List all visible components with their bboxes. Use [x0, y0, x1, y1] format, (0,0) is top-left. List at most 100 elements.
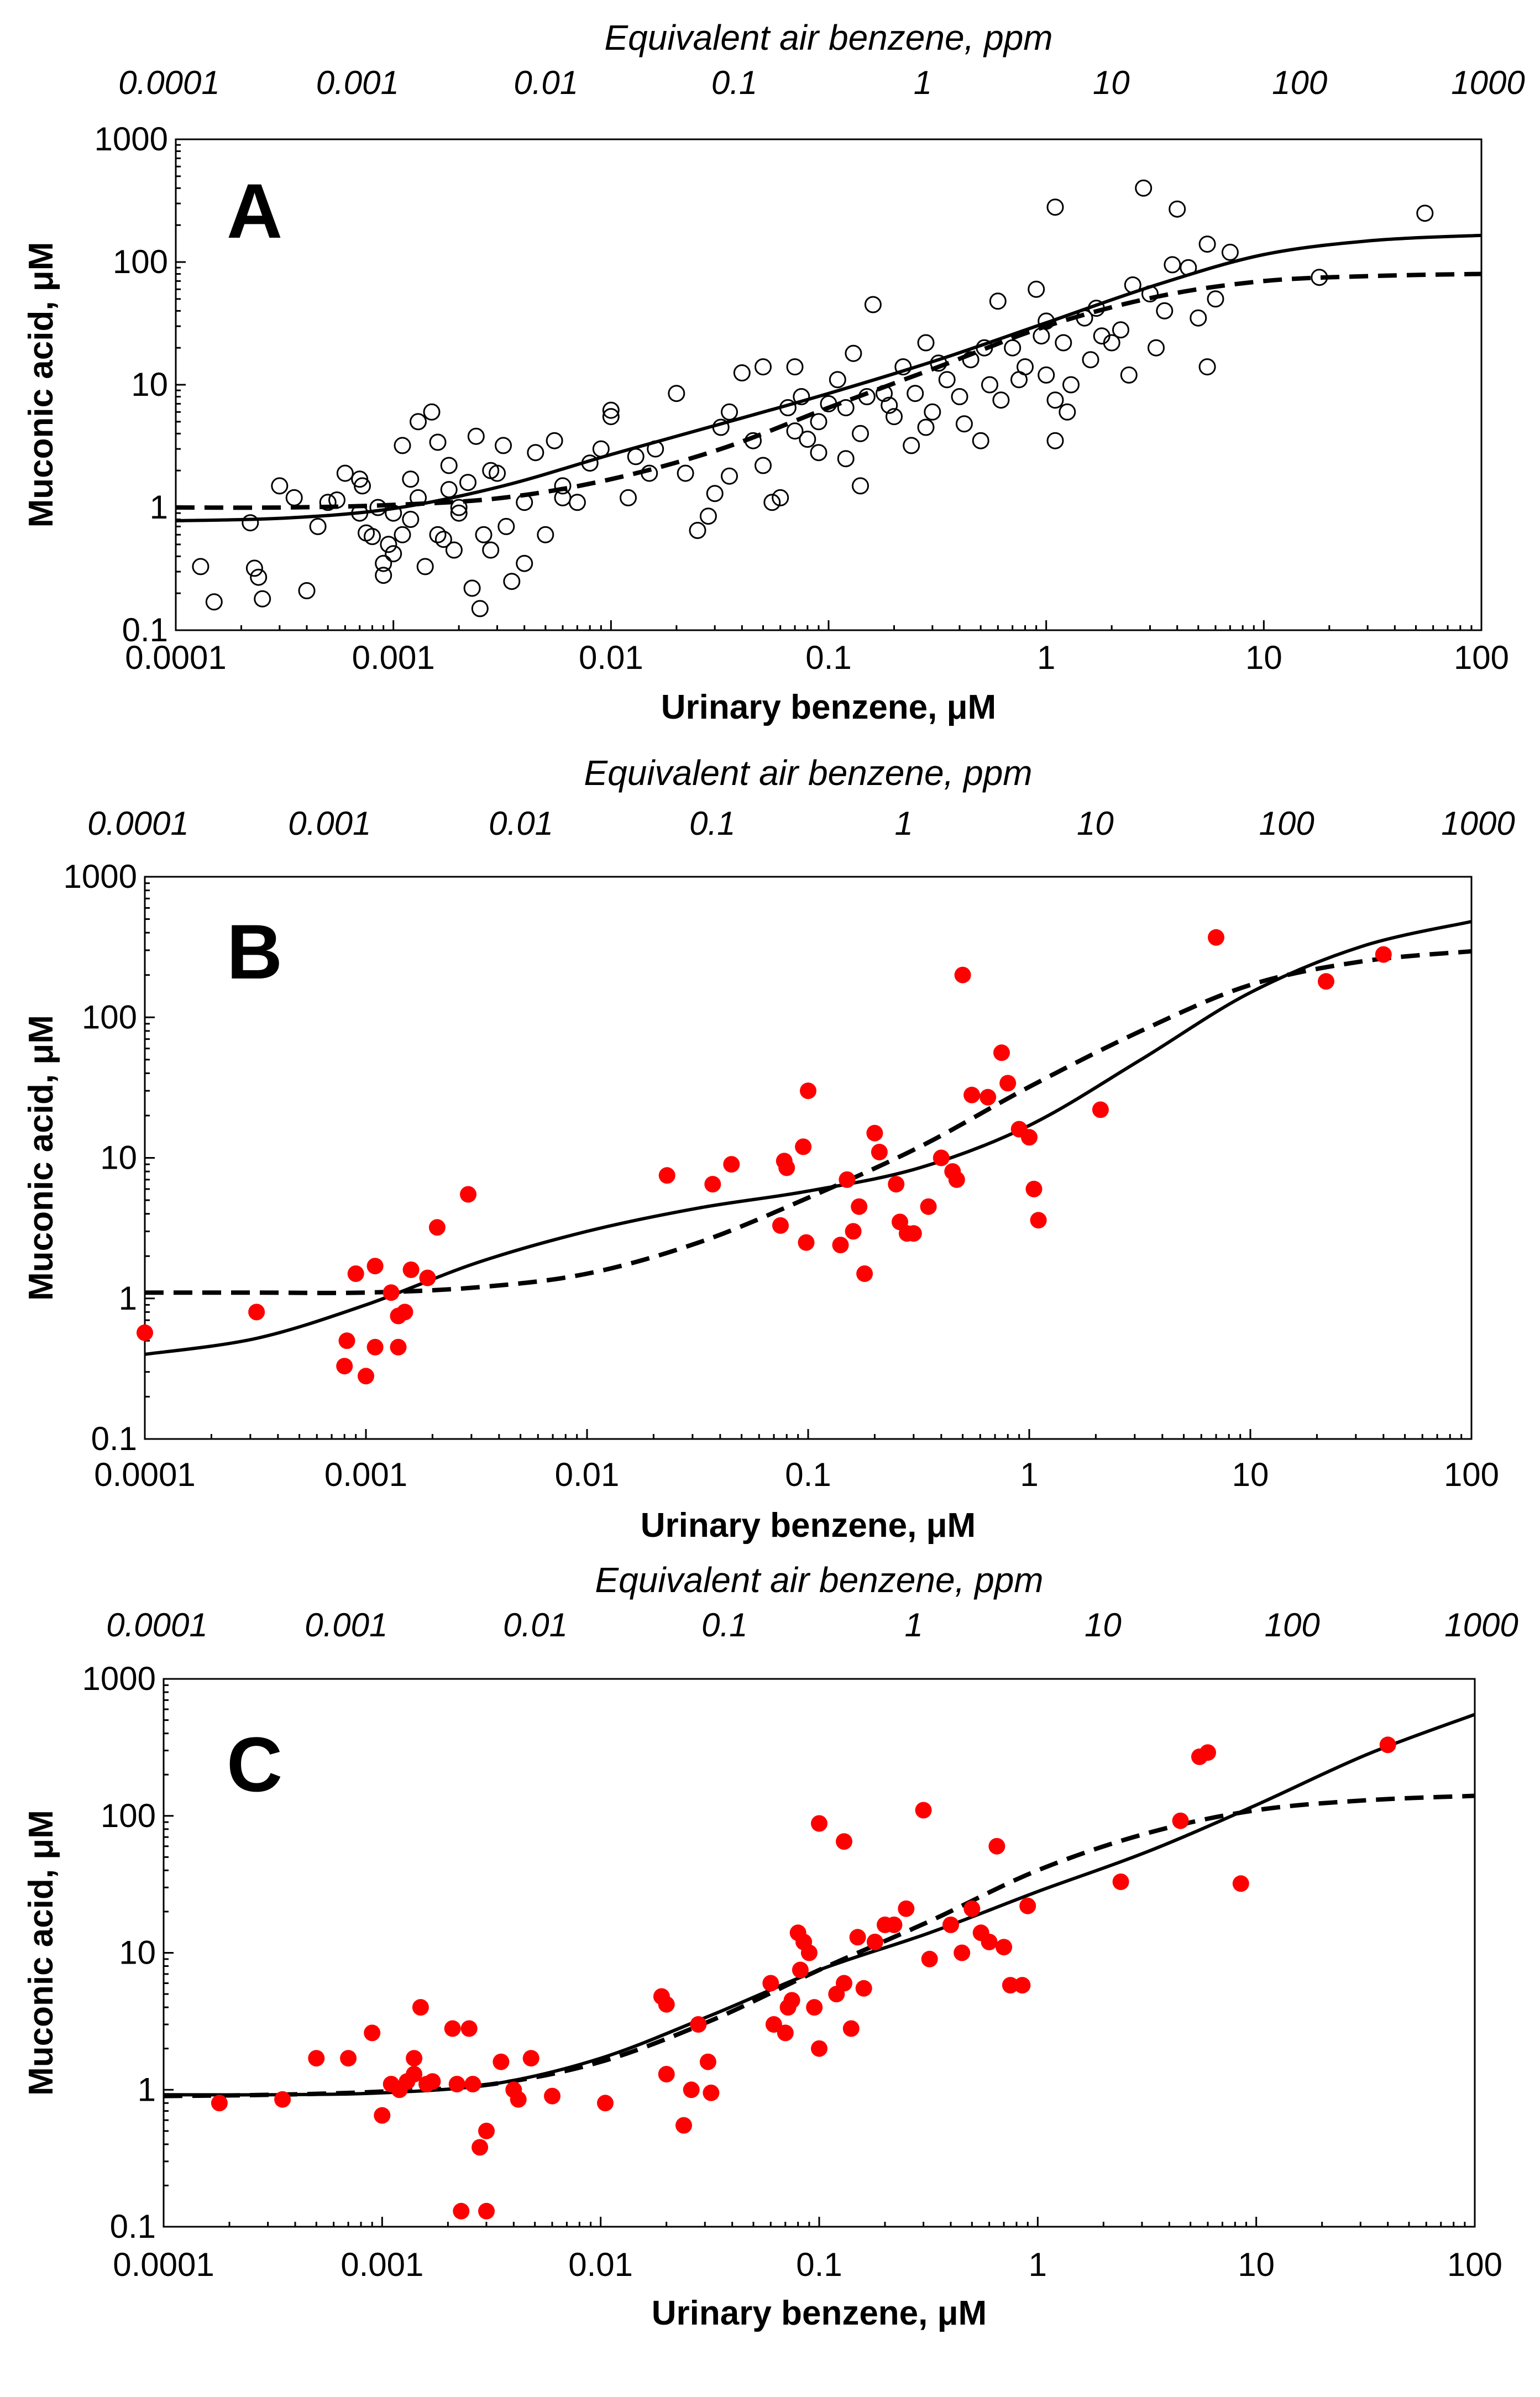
data-point [336, 1358, 353, 1375]
data-point [410, 489, 427, 506]
data-point [460, 1186, 476, 1203]
top-tick-label: 0.001 [288, 805, 371, 842]
data-point [429, 433, 447, 451]
data-point [340, 2050, 357, 2067]
data-point [137, 1324, 153, 1341]
data-point [380, 536, 397, 553]
data-point [811, 1815, 827, 1832]
data-point [876, 385, 893, 402]
data-point [1311, 269, 1328, 286]
data-point [271, 477, 289, 495]
data-point [450, 504, 468, 522]
x-tick-label: 0.1 [785, 1456, 831, 1493]
data-point [924, 403, 941, 421]
data-point [482, 541, 500, 559]
data-point [254, 590, 271, 608]
data-point [1046, 198, 1064, 216]
data-point [245, 559, 263, 577]
data-point [1169, 200, 1186, 218]
data-point [647, 440, 664, 458]
y-axis-title: Muconic acid, μM [22, 1810, 60, 2096]
data-point [1198, 235, 1216, 253]
data-point [690, 2016, 707, 2033]
data-point [1156, 302, 1174, 320]
data-point [849, 1929, 866, 1946]
data-point [1087, 300, 1105, 317]
data-point [886, 408, 903, 426]
data-point [309, 517, 327, 535]
data-point [475, 526, 493, 543]
data-point [354, 477, 371, 495]
data-point [820, 395, 837, 412]
data-point [1062, 376, 1080, 394]
data-point [658, 2066, 675, 2082]
data-point [1164, 256, 1181, 274]
data-point [375, 554, 392, 572]
data-point [546, 432, 563, 449]
data-point [948, 1171, 965, 1188]
data-point [374, 2107, 391, 2124]
data-point [806, 1999, 823, 2016]
data-point [777, 2024, 794, 2042]
top-tick-label: 100 [1259, 805, 1314, 842]
x-tick-label: 0.001 [341, 2246, 423, 2283]
y-tick-label: 0.1 [122, 611, 168, 648]
x-axis-title: Urinary benzene, μM [652, 2294, 987, 2332]
data-point [721, 467, 738, 485]
y-tick-label: 10 [119, 1934, 156, 1971]
x-tick-label: 0.01 [579, 639, 643, 676]
data-point [675, 2117, 692, 2134]
data-point [1033, 327, 1050, 345]
data-point [1112, 321, 1129, 339]
x-tick-label: 100 [1447, 2246, 1502, 2283]
data-point [772, 1217, 789, 1234]
top-tick-label: 10 [1077, 805, 1114, 842]
data-point [471, 600, 489, 617]
data-point [668, 385, 685, 402]
data-point [385, 504, 402, 522]
data-point [641, 464, 658, 482]
x-tick-label: 0.01 [568, 2246, 633, 2283]
data-point [1092, 1101, 1109, 1118]
top-tick-label: 1 [904, 1606, 923, 1644]
x-tick-label: 0.0001 [125, 639, 227, 676]
top-tick-label: 0.1 [701, 1606, 747, 1644]
data-point [786, 358, 804, 376]
top-tick-label: 1000 [1444, 1606, 1518, 1644]
data-point [396, 1304, 413, 1321]
data-point [554, 489, 572, 506]
data-point [406, 2066, 423, 2082]
data-point [962, 351, 979, 369]
data-point [592, 440, 610, 458]
data-point [522, 2050, 539, 2067]
data-point [516, 554, 533, 572]
data-point [402, 1261, 420, 1278]
data-point [871, 1144, 888, 1160]
data-point [383, 1284, 400, 1301]
data-point [762, 1975, 779, 1992]
data-point [755, 457, 772, 474]
data-point [1198, 358, 1216, 376]
data-point [845, 1223, 862, 1240]
data-point [248, 1304, 265, 1321]
data-point [375, 567, 392, 584]
data-point [988, 1838, 1005, 1855]
data-point [242, 514, 259, 532]
data-point [1025, 1180, 1043, 1197]
top-axis-title: Equivalent air benzene, ppm [604, 18, 1052, 57]
data-point [845, 344, 862, 362]
data-point [955, 415, 973, 433]
data-point [448, 2076, 465, 2092]
data-point [298, 582, 316, 599]
data-point [1103, 334, 1120, 352]
data-point [938, 371, 956, 389]
data-point [440, 457, 458, 474]
data-point [864, 296, 882, 313]
data-point [597, 2095, 614, 2112]
data-point [1019, 1897, 1036, 1914]
data-point [1221, 243, 1239, 261]
data-point [434, 531, 452, 548]
data-point [1082, 351, 1099, 369]
data-point [721, 403, 738, 421]
